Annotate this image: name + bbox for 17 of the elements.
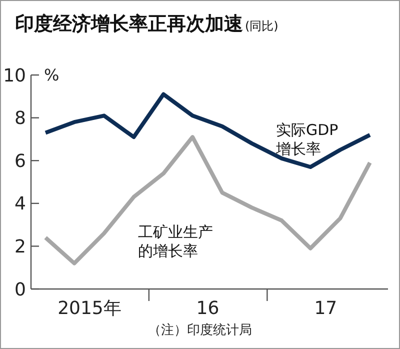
chart-title: 印度经济增长率正再次加速 — [15, 13, 243, 35]
series-label: 实际GDP增长率 — [275, 121, 338, 158]
text: （注）印度统计局 — [148, 322, 252, 338]
y-tick-label: 8 — [14, 108, 26, 130]
line-series — [44, 135, 372, 266]
series-label: 工矿业生产的增长率 — [138, 223, 213, 260]
y-tick-label: 6 — [14, 150, 26, 172]
y-tick-label: 0 — [14, 279, 26, 300]
y-tick-label: 10 — [3, 65, 26, 86]
x-tick-label: 17 — [314, 298, 338, 319]
y-tick-label: 2 — [14, 236, 26, 258]
y-tick-label: 4 — [14, 194, 26, 215]
chart-subtitle: (同比) — [245, 19, 278, 33]
line-series — [44, 92, 372, 170]
x-tick-label: 16 — [196, 298, 220, 319]
x-tick-label: 2015年 — [58, 298, 122, 319]
y-axis-title: % — [44, 66, 60, 85]
